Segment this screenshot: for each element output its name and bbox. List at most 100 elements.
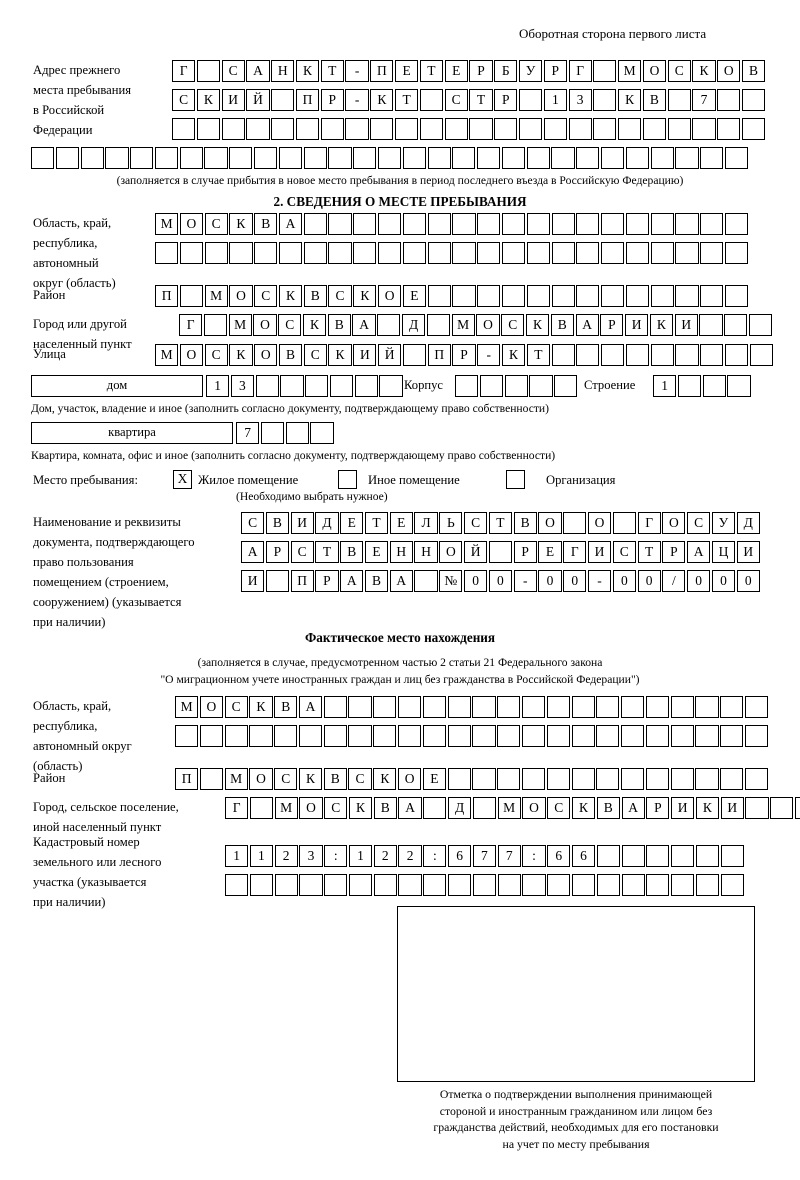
previous-address-cell[interactable]: -	[345, 60, 369, 82]
previous-address-cell[interactable]: С	[221, 60, 245, 82]
previous-address-cell[interactable]	[271, 89, 295, 111]
actual-district-cell[interactable]	[521, 768, 546, 790]
previous-address-cell[interactable]: Б	[494, 60, 518, 82]
document-cell[interactable]: Е	[340, 512, 364, 534]
korpus-cell[interactable]	[554, 375, 578, 397]
region-cell[interactable]	[378, 213, 402, 235]
previous-address-cell[interactable]	[469, 118, 493, 140]
cadastral-cell[interactable]: 7	[497, 845, 521, 867]
street-cell[interactable]: В	[278, 344, 303, 366]
street-cell[interactable]: Т	[526, 344, 550, 366]
actual-region-cell[interactable]	[521, 696, 546, 718]
confirmation-stamp-box[interactable]	[397, 906, 755, 1082]
previous-address-cell[interactable]	[154, 147, 179, 169]
cadastral-cell[interactable]	[596, 845, 620, 867]
document-cell[interactable]: А	[340, 570, 364, 592]
previous-address-cell[interactable]: О	[717, 60, 741, 82]
cadastral-cell[interactable]	[522, 874, 546, 896]
document-cell[interactable]: 0	[563, 570, 587, 592]
cadastral-cell[interactable]	[547, 874, 571, 896]
document-cell[interactable]: В	[265, 512, 289, 534]
document-cell[interactable]: Й	[464, 541, 488, 563]
cadastral-cell[interactable]	[398, 874, 422, 896]
document-cell[interactable]: Н	[389, 541, 413, 563]
previous-address-cell[interactable]	[31, 147, 55, 169]
cadastral-cell[interactable]: 1	[225, 845, 249, 867]
actual-district-cell[interactable]	[670, 768, 694, 790]
cadastral-cell[interactable]: 2	[274, 845, 298, 867]
district-cell[interactable]	[650, 285, 674, 307]
document-cell[interactable]: В	[340, 541, 364, 563]
region-cell[interactable]	[601, 242, 625, 264]
previous-address-cell[interactable]	[600, 147, 625, 169]
document-cell[interactable]	[488, 541, 512, 563]
previous-address-cell[interactable]	[229, 147, 253, 169]
previous-address-cell[interactable]	[377, 147, 402, 169]
cadastral-cell[interactable]	[571, 874, 596, 896]
korpus-cell[interactable]	[455, 375, 479, 397]
city-cell[interactable]: А	[575, 314, 599, 336]
district-cell[interactable]: К	[278, 285, 303, 307]
previous-address-cell[interactable]	[741, 89, 766, 111]
actual-city-cell[interactable]	[472, 797, 496, 819]
district-cell[interactable]: П	[155, 285, 179, 307]
actual-region-cell[interactable]	[323, 696, 347, 718]
previous-address-cell[interactable]	[518, 89, 543, 111]
street-cell[interactable]: О	[179, 344, 203, 366]
previous-address-cell[interactable]	[196, 118, 220, 140]
document-cell[interactable]: Т	[488, 512, 512, 534]
actual-city-cell[interactable]: Г	[225, 797, 249, 819]
actual-city-cell[interactable]	[794, 797, 800, 819]
actual-city-cell[interactable]: К	[695, 797, 720, 819]
previous-address-cell[interactable]	[700, 147, 724, 169]
region-cell[interactable]	[427, 213, 451, 235]
document-cell[interactable]: С	[464, 512, 488, 534]
previous-address-cell[interactable]: Й	[246, 89, 270, 111]
previous-address-cell[interactable]	[642, 118, 667, 140]
cadastral-row[interactable]	[225, 874, 745, 896]
street-cell[interactable]	[749, 344, 773, 366]
cadastral-cell[interactable]	[373, 874, 397, 896]
city-cell[interactable]: В	[550, 314, 574, 336]
region-cell[interactable]	[402, 242, 426, 264]
actual-city-cell[interactable]: Д	[448, 797, 472, 819]
actual-city-cell[interactable]: К	[571, 797, 596, 819]
actual-district-cell[interactable]: О	[249, 768, 273, 790]
actual-city-cell[interactable]: С	[547, 797, 571, 819]
region-cell[interactable]	[551, 213, 575, 235]
cadastral-cell[interactable]: :	[522, 845, 546, 867]
previous-address-cell[interactable]: Р	[320, 89, 344, 111]
previous-address-cell[interactable]	[271, 118, 295, 140]
previous-address-cell[interactable]	[427, 147, 451, 169]
previous-address-cell[interactable]	[526, 147, 550, 169]
previous-address-cell[interactable]	[204, 147, 228, 169]
previous-address-cell[interactable]	[370, 118, 394, 140]
cadastral-cell[interactable]	[324, 874, 348, 896]
actual-district-cell[interactable]: К	[298, 768, 323, 790]
cadastral-cell[interactable]	[249, 874, 273, 896]
document-cell[interactable]: Н	[414, 541, 438, 563]
previous-address-cell[interactable]: С	[667, 60, 691, 82]
actual-region-cell[interactable]	[596, 725, 620, 747]
actual-region-cell[interactable]	[546, 725, 570, 747]
city-cell[interactable]: И	[625, 314, 649, 336]
district-cell[interactable]	[576, 285, 600, 307]
cadastral-cell[interactable]	[274, 874, 298, 896]
cadastral-cell[interactable]: 2	[373, 845, 397, 867]
previous-address-cell[interactable]	[444, 118, 468, 140]
cadastral-cell[interactable]	[671, 874, 695, 896]
previous-address-cell[interactable]	[593, 60, 617, 82]
document-cell[interactable]: Т	[637, 541, 661, 563]
actual-region-cell[interactable]	[274, 725, 298, 747]
document-cell[interactable]: 0	[711, 570, 736, 592]
region-cell[interactable]: К	[229, 213, 253, 235]
previous-address-cell[interactable]	[593, 89, 617, 111]
previous-address-cell[interactable]: К	[692, 60, 716, 82]
street-cell[interactable]: М	[155, 344, 179, 366]
previous-address-cell[interactable]	[419, 118, 443, 140]
previous-address-cell[interactable]: Т	[419, 60, 443, 82]
actual-city-cell[interactable]	[423, 797, 447, 819]
region-cell[interactable]	[576, 242, 600, 264]
stroenie-cells-row[interactable]: 1	[653, 375, 752, 397]
